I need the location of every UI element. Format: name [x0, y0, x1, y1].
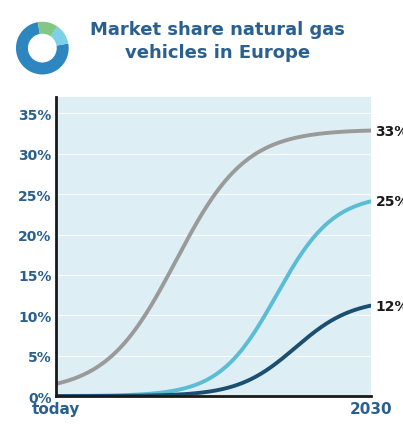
- Text: 12%: 12%: [376, 299, 403, 313]
- Text: 25%: 25%: [376, 195, 403, 209]
- Polygon shape: [38, 23, 58, 38]
- Circle shape: [29, 35, 56, 63]
- Polygon shape: [50, 27, 68, 46]
- Polygon shape: [16, 23, 69, 75]
- Text: Market share natural gas
vehicles in Europe: Market share natural gas vehicles in Eur…: [90, 21, 345, 61]
- Text: 33%: 33%: [376, 124, 403, 138]
